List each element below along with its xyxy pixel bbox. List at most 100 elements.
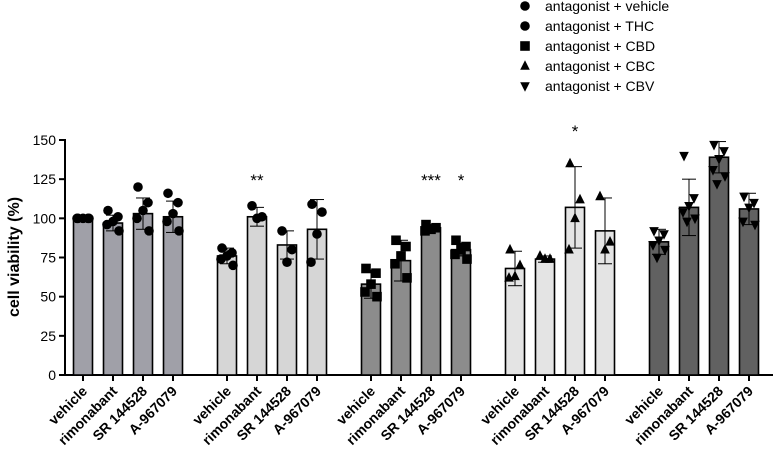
bar-group [648,227,670,376]
bar [420,226,442,376]
data-point [678,208,688,218]
data-point [575,193,585,204]
data-point [143,197,153,208]
significance-label: *** [421,171,441,190]
data-point [431,222,441,233]
legend-label: antagonist + THC [545,18,654,34]
data-point [282,257,292,268]
data-point [390,258,400,269]
data-point [247,201,257,211]
legend-item: antagonist + CBC [520,58,655,74]
data-point [654,236,664,247]
data-point [570,212,580,223]
bar-group [708,140,730,376]
bar [648,241,670,376]
data-point [162,216,172,227]
bar [738,208,760,376]
bar [102,222,124,376]
data-point [312,229,322,239]
data-point [287,244,297,255]
data-point [371,268,381,278]
data-point [307,199,317,210]
data-point [396,251,406,261]
bar-group [276,226,298,376]
bar-group: ** [246,171,268,376]
data-point [719,147,729,157]
data-point [504,272,514,282]
data-point [652,253,662,264]
data-point [714,155,724,165]
bar-group [594,190,616,376]
data-point [421,219,431,230]
bar-group [132,182,154,376]
bar [72,217,94,376]
y-tick-label: 0 [48,367,56,383]
bar-group [390,235,412,376]
data-point [708,165,718,176]
data-point [420,226,430,236]
data-point [709,140,719,151]
data-point [174,226,184,236]
data-point [535,250,545,260]
bar-group [504,243,526,376]
data-point [366,279,376,289]
y-tick-label: 100 [33,210,57,226]
legend-marker [520,60,530,70]
data-point [595,190,605,201]
data-point [451,235,461,246]
bar [450,248,472,376]
data-point [515,259,525,270]
bar-group [360,263,382,376]
data-point [540,253,550,263]
legend-label: antagonist + vehicle [545,0,669,14]
data-point [173,197,183,208]
data-point [168,208,178,219]
bar-group: *** [420,171,442,376]
data-point [114,226,124,236]
data-point [402,273,412,283]
data-point [712,180,722,190]
y-axis-title: cell viability (%) [6,197,23,317]
data-point [163,188,173,199]
data-point [564,243,574,254]
y-tick-label: 25 [40,328,56,344]
data-point [565,157,575,168]
data-point [144,226,154,236]
bar-group: * [564,122,586,376]
bar-group [678,151,700,376]
data-point [456,244,466,255]
legend-marker [520,82,530,92]
legend-marker [520,1,530,11]
data-point [505,243,515,254]
significance-label: ** [250,171,264,190]
legend-label: antagonist + CBD [545,38,655,54]
y-tick-label: 125 [33,171,57,187]
data-point [689,194,699,204]
data-point [102,219,112,230]
data-point [228,260,238,271]
data-point [72,213,82,224]
bar [534,258,556,376]
legend-label: antagonist + CBV [545,78,655,94]
bar-group [162,188,184,376]
legend-item: antagonist + CBV [520,78,655,94]
data-point [360,287,370,297]
data-point [684,202,694,212]
bars: ** *** ** [72,122,760,376]
data-point [749,198,759,209]
data-point [649,227,659,237]
bar-group [306,199,328,376]
data-point [720,172,730,182]
data-point [372,291,382,302]
bar-group: * [450,171,472,376]
bar [708,156,730,376]
data-point [217,243,227,253]
significance-label: * [572,122,579,141]
data-point [138,205,148,216]
bar-group [216,243,238,376]
data-point [277,226,287,236]
data-point [401,241,411,252]
data-point [391,235,401,246]
data-point [216,254,226,264]
